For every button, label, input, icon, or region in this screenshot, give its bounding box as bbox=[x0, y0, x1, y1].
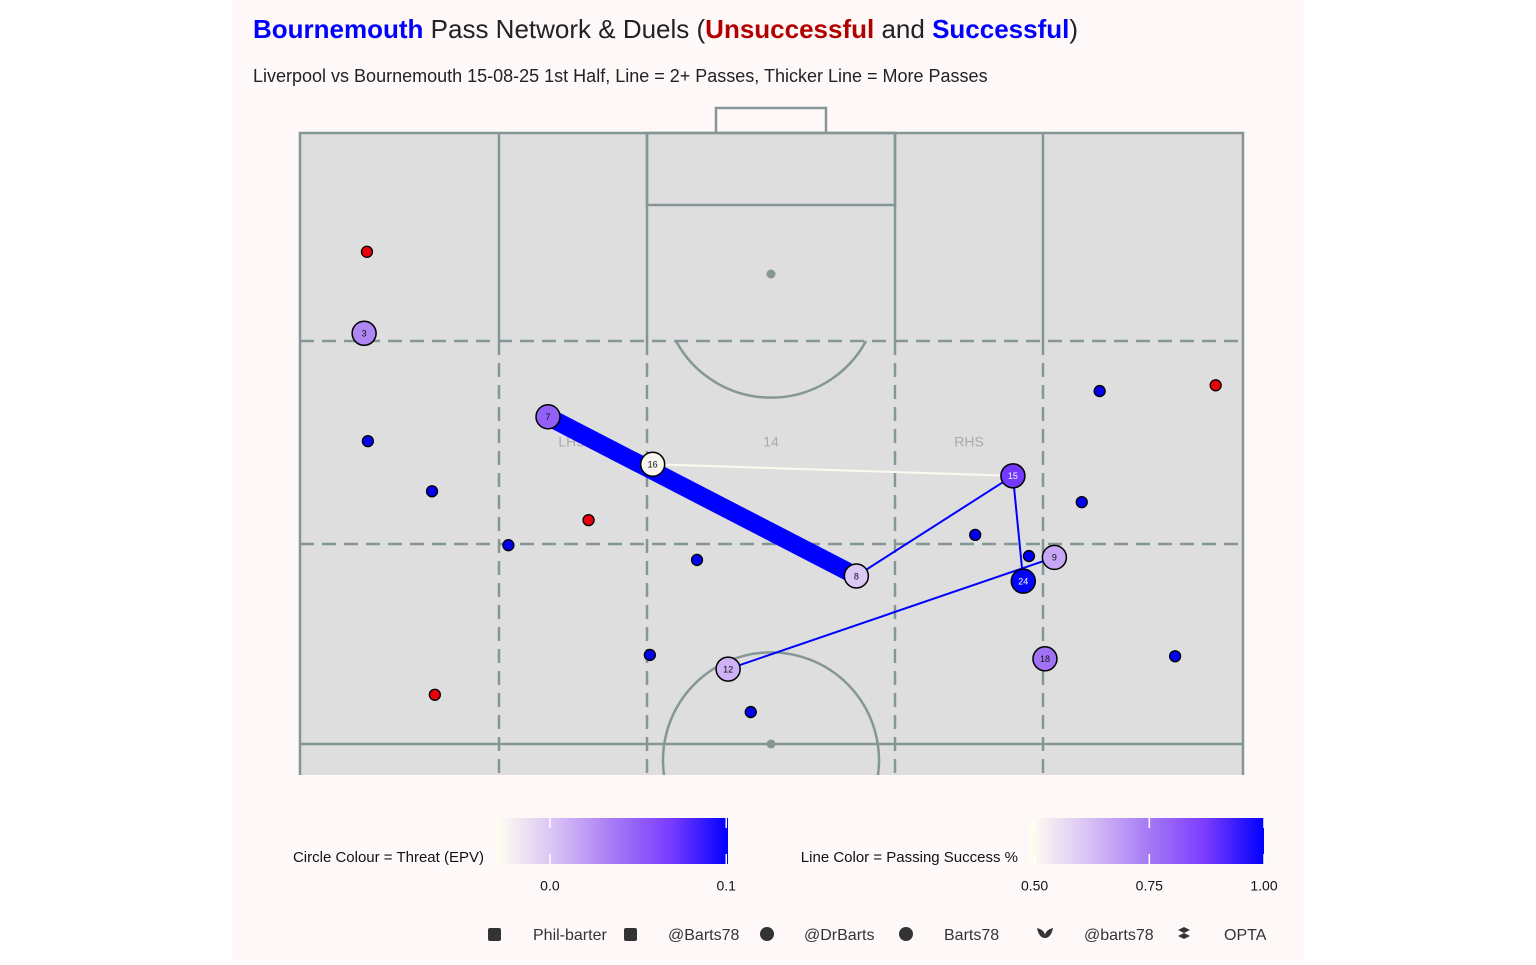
footer-text: Barts78 bbox=[944, 927, 999, 944]
player-label: 3 bbox=[362, 329, 367, 339]
player-label: 24 bbox=[1018, 576, 1028, 586]
player-node bbox=[351, 320, 377, 347]
duel-point bbox=[969, 528, 982, 542]
player-label: 12 bbox=[723, 664, 733, 674]
duel-point bbox=[1022, 549, 1036, 563]
colorbar-tick-label: 0.0 bbox=[540, 878, 560, 894]
footer-text: @DrBarts bbox=[804, 927, 874, 944]
duel-point bbox=[690, 553, 704, 567]
colorbar-tick-label: 0.1 bbox=[717, 878, 737, 894]
title-part: and bbox=[874, 14, 932, 44]
duel-point bbox=[1168, 650, 1182, 663]
duel-point bbox=[582, 513, 595, 527]
colorbar-tick-label: 0.50 bbox=[1021, 878, 1048, 894]
title-part: Unsuccessful bbox=[705, 14, 874, 44]
title-part: Pass Network & Duels ( bbox=[423, 14, 705, 44]
player-node bbox=[1000, 463, 1026, 489]
player-node bbox=[1041, 544, 1068, 571]
duel-point bbox=[425, 485, 439, 498]
pass-line bbox=[652, 463, 1013, 477]
player-node bbox=[1032, 646, 1058, 672]
pass-line bbox=[855, 474, 1014, 577]
chart-title: Bournemouth Pass Network & Duels (Unsucc… bbox=[253, 14, 1078, 44]
colorbar bbox=[497, 818, 728, 864]
duel-point bbox=[502, 539, 515, 552]
duel-point bbox=[428, 688, 441, 701]
duel-point bbox=[1093, 384, 1106, 398]
player-label: 15 bbox=[1008, 471, 1018, 481]
legend-title: Circle Colour = Threat (EPV) bbox=[293, 849, 484, 866]
footer-text: OPTA bbox=[1224, 927, 1267, 944]
player-node bbox=[535, 404, 561, 430]
colorbar bbox=[1030, 818, 1264, 864]
duel-point bbox=[643, 648, 657, 662]
player-node bbox=[843, 563, 870, 589]
legend-title: Line Color = Passing Success % bbox=[801, 849, 1018, 866]
player-label: 8 bbox=[854, 571, 859, 581]
duel-point bbox=[1209, 379, 1222, 392]
zone-label: RHS bbox=[954, 434, 984, 450]
player-label: 16 bbox=[648, 460, 658, 470]
pass-line bbox=[1011, 475, 1025, 582]
pass-line bbox=[543, 408, 861, 584]
player-node bbox=[1010, 568, 1037, 594]
player-label: 7 bbox=[546, 412, 551, 422]
player-label: 18 bbox=[1040, 654, 1050, 664]
player-node bbox=[639, 451, 666, 478]
duel-point bbox=[744, 705, 757, 719]
pitch bbox=[298, 106, 1245, 776]
footer-text: Phil-barter bbox=[533, 927, 607, 944]
colorbar-tick-label: 0.75 bbox=[1136, 878, 1163, 894]
duel-point bbox=[360, 245, 374, 258]
player-label: 9 bbox=[1052, 553, 1057, 563]
title-part: Successful bbox=[932, 14, 1069, 44]
chart-subtitle: Liverpool vs Bournemouth 15-08-25 1st Ha… bbox=[253, 66, 988, 86]
footer-text: @barts78 bbox=[1084, 927, 1154, 944]
pass-line bbox=[727, 556, 1055, 671]
title-part: Bournemouth bbox=[253, 14, 423, 44]
footer-text: @Barts78 bbox=[668, 927, 739, 944]
player-node bbox=[715, 656, 741, 682]
duel-point bbox=[1075, 495, 1088, 509]
duel-point bbox=[361, 435, 375, 448]
colorbar-tick-label: 1.00 bbox=[1250, 878, 1277, 894]
footer-icons bbox=[488, 927, 1190, 941]
title-part: ) bbox=[1069, 14, 1078, 44]
zone-label: 14 bbox=[763, 434, 779, 450]
